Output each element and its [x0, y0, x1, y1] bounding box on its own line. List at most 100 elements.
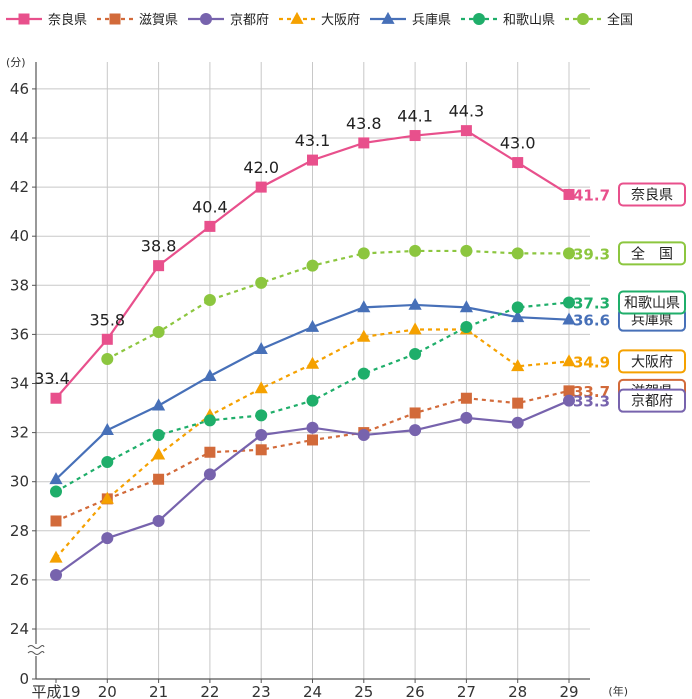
series-1-point [512, 157, 524, 169]
y-tick-label: 34 [10, 375, 29, 393]
legend: 奈良県 滋賀県 京都府 大阪府 兵庫県 和歌山県 全国 [6, 11, 633, 28]
series-5-end-value: 36.6 [573, 312, 610, 330]
series-2-point [153, 473, 165, 485]
series-5-point [305, 319, 320, 332]
y-tick-label: 24 [10, 620, 29, 638]
y-tick-label: 40 [10, 227, 29, 245]
y-tick-label: 32 [10, 424, 29, 442]
series-6-point [306, 394, 319, 407]
series-1-point [255, 181, 267, 193]
end-labels: 41.7奈良県33.7滋賀県33.3京都府34.9大阪府36.6兵庫県37.3和… [573, 182, 686, 413]
series-4-name-plate [618, 349, 686, 374]
series-3-legend-label: 京都府 [230, 13, 269, 28]
series-1-data-label: 43.8 [346, 114, 382, 133]
series-3-point [255, 429, 268, 442]
series-6-end-value: 37.3 [573, 294, 610, 312]
series-7-point [511, 247, 524, 260]
series-4-point [49, 550, 63, 563]
x-tick-label: 25 [354, 683, 373, 699]
series-7-point [357, 247, 370, 260]
series-2-point [204, 446, 216, 458]
series-1-name-plate-label: 奈良県 [631, 187, 673, 203]
series-4-end-value: 34.9 [573, 353, 610, 371]
series-1-point [101, 333, 113, 345]
series-3-point [306, 421, 319, 434]
y-tick-label: 30 [10, 473, 29, 491]
series-4-point [511, 359, 525, 372]
series-3-point [460, 411, 473, 424]
series-7-legend-marker [577, 13, 589, 25]
y-tick-label: 26 [10, 571, 29, 589]
series-1-data-label: 44.1 [397, 107, 433, 126]
series-6-point [357, 367, 370, 380]
series-7-line [106, 249, 569, 360]
series-6-point [409, 348, 422, 361]
series-2-end-value: 33.7 [573, 383, 610, 401]
series-1-data-label: 40.4 [192, 197, 228, 216]
series-5-point [49, 472, 63, 485]
series-7-point [152, 325, 165, 338]
series-4-name-plate-label: 大阪府 [631, 354, 673, 370]
series-5-point [357, 300, 371, 313]
series-2-point [50, 515, 62, 527]
series-6-point [563, 296, 575, 309]
series-3-point [409, 424, 422, 437]
series-1-data-label: 35.8 [89, 310, 125, 329]
series-4-point [100, 491, 114, 504]
data-labels: 33.4 35.8 38.8 40.4 42.0 43.1 43.8 44.1 44.3 43.0 [34, 102, 535, 389]
series-2-point [460, 392, 472, 404]
series-6-point [255, 409, 268, 422]
x-tick-label: 24 [303, 683, 322, 699]
series-4-point [254, 381, 268, 394]
series-2-point [255, 444, 267, 456]
series-3-legend-marker [200, 13, 212, 25]
series-7-point [306, 259, 319, 272]
series-1-data-label: 44.3 [449, 102, 485, 121]
series-1-point [460, 125, 472, 137]
series-6-point [152, 429, 165, 442]
x-unit-label: (年) [608, 684, 628, 698]
y-tick-label: 28 [10, 522, 29, 540]
series-2-point [409, 407, 421, 419]
x-tick-label: 21 [149, 683, 168, 699]
series-7-name-plate [618, 241, 686, 266]
series-markers [49, 125, 576, 581]
x-tick-label: 22 [200, 683, 219, 699]
series-6-point [50, 485, 62, 498]
series-6-point [101, 456, 114, 469]
y-tick-label: 38 [10, 276, 29, 294]
series-6-name-plate [618, 290, 686, 315]
series-3-point [511, 416, 524, 429]
series-1-data-label: 43.0 [500, 134, 536, 153]
series-3-name-plate-label: 京都府 [631, 394, 673, 410]
series-3-point [152, 514, 165, 527]
series-4-point [562, 354, 576, 367]
series-4-legend-marker [290, 11, 304, 24]
x-tick-label: 26 [406, 683, 425, 699]
series-5-name-plate-label: 兵庫県 [631, 312, 673, 329]
series-7-legend-label: 全国 [607, 12, 633, 28]
series-5-point [408, 297, 422, 310]
series-7-point [255, 276, 268, 289]
series-1-point [50, 392, 62, 404]
y-tick-label: 42 [10, 178, 29, 196]
series-1-point [204, 220, 216, 232]
series-5-point [152, 398, 166, 411]
series-4-point [305, 356, 320, 369]
series-1-legend-marker [18, 13, 30, 25]
series-3-point [563, 394, 575, 407]
series-6-point [203, 414, 216, 427]
series-4-legend-label: 大阪府 [321, 13, 360, 28]
series-7-point [563, 247, 575, 260]
series-1-name-plate [618, 182, 686, 207]
series-5-legend-marker [381, 11, 395, 24]
series-2-point [563, 385, 575, 397]
x-tick-label: 20 [98, 683, 117, 699]
series-4-point [357, 329, 371, 342]
x-tick-label: 23 [252, 683, 271, 699]
series-5-point [203, 368, 217, 381]
series-1-point [409, 130, 421, 142]
series-5-legend-label: 兵庫県 [412, 13, 451, 28]
series-1-data-label: 42.0 [243, 158, 279, 177]
